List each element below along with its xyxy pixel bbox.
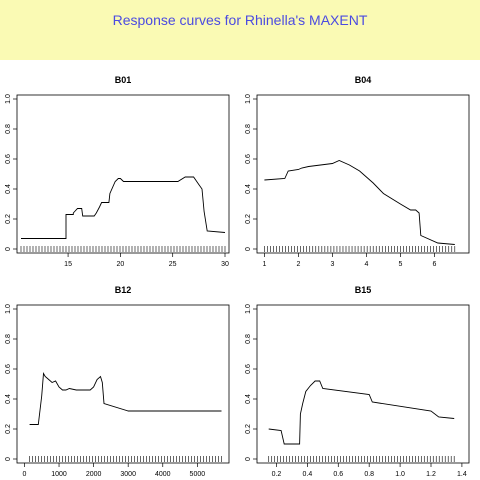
y-tick-label: 0.6	[5, 154, 12, 164]
plot-frame	[256, 304, 470, 464]
title-banner: Response curves for Rhinella's MAXENT	[0, 0, 480, 60]
x-tick-label: 1	[262, 261, 266, 268]
y-tick-label: 0.4	[245, 184, 252, 194]
x-tick-label: 0.8	[364, 471, 374, 478]
y-tick-label: 0.4	[5, 394, 12, 404]
x-tick-label: 3000	[120, 471, 136, 478]
y-tick-label: 0.4	[245, 394, 252, 404]
x-tick-label: 6	[432, 261, 436, 268]
response-curves-figure: B01 0 0.2 0.4 0.6 0.8 1.0 15 20 25 30 B04 0 0.2 0.4 0.6…	[0, 60, 480, 480]
y-tick-label: 0.6	[5, 364, 12, 374]
y-tick-label: 0.8	[5, 334, 12, 344]
panel-b12: B12 0 0.2 0.4 0.6 0.8 1.0 0 1000 2000 3000 4000 5000	[5, 285, 230, 478]
x-tick-label: 25	[169, 261, 177, 268]
plot-frame	[256, 94, 470, 254]
x-tick-label: 5	[398, 261, 402, 268]
y-tick-label: 0	[245, 457, 252, 461]
x-tick-label: 1000	[51, 471, 67, 478]
response-curve-line	[264, 160, 455, 245]
x-tick-label: 1.2	[426, 471, 436, 478]
rug-marks	[264, 246, 456, 252]
y-tick-label: 0	[5, 247, 12, 251]
response-curve-line	[268, 380, 455, 445]
x-tick-label: 15	[64, 261, 72, 268]
plot-frame	[16, 304, 230, 464]
x-tick-label: 3	[330, 261, 334, 268]
rug-marks	[268, 456, 455, 462]
x-tick-label: 0.4	[302, 471, 312, 478]
y-tick-label: 0.2	[245, 214, 252, 224]
response-curve-line	[21, 176, 226, 239]
y-tick-label: 0.6	[245, 364, 252, 374]
x-tick-label: 2000	[86, 471, 102, 478]
x-tick-label: 30	[221, 261, 229, 268]
panel-b04: B04 0 0.2 0.4 0.6 0.8 1.0 1 2 3 4 5 6	[245, 75, 470, 268]
x-tick-label: 1.4	[457, 471, 467, 478]
y-tick-label: 0.8	[5, 124, 12, 134]
y-tick-label: 0.2	[245, 424, 252, 434]
y-tick-label: 0.2	[5, 424, 12, 434]
y-tick-label: 1.0	[5, 304, 12, 314]
y-tick-label: 0.4	[5, 184, 12, 194]
panel-b15: B15 0 0.2 0.4 0.6 0.8 1.0 0.2 0.4 0.6 0.8 1.0 1.2 1.4	[245, 285, 470, 478]
y-tick-label: 1.0	[5, 94, 12, 104]
y-tick-label: 0.8	[245, 334, 252, 344]
rug-marks	[20, 246, 226, 252]
y-tick-label: 0.8	[245, 124, 252, 134]
x-tick-label: 0.2	[272, 471, 282, 478]
y-tick-label: 0.2	[5, 214, 12, 224]
y-tick-label: 0.6	[245, 154, 252, 164]
panel-title: B15	[355, 285, 372, 295]
page-title: Response curves for Rhinella's MAXENT	[112, 12, 368, 28]
x-tick-label: 5000	[190, 471, 206, 478]
x-tick-label: 4000	[155, 471, 171, 478]
x-tick-label: 0	[23, 471, 27, 478]
panel-b01: B01 0 0.2 0.4 0.6 0.8 1.0 15 20 25 30	[5, 75, 230, 268]
panel-title: B04	[355, 75, 372, 85]
panel-title: B01	[115, 75, 132, 85]
x-tick-label: 1.0	[395, 471, 405, 478]
y-tick-label: 1.0	[245, 304, 252, 314]
y-tick-label: 1.0	[245, 94, 252, 104]
plot-frame	[16, 94, 230, 254]
x-tick-label: 2	[296, 261, 300, 268]
x-tick-label: 4	[364, 261, 368, 268]
y-tick-label: 0	[5, 457, 12, 461]
rug-marks	[29, 456, 222, 462]
x-tick-label: 0.6	[333, 471, 343, 478]
x-tick-label: 20	[116, 261, 124, 268]
y-tick-label: 0	[245, 247, 252, 251]
response-curve-line	[29, 372, 222, 425]
panel-title: B12	[115, 285, 132, 295]
